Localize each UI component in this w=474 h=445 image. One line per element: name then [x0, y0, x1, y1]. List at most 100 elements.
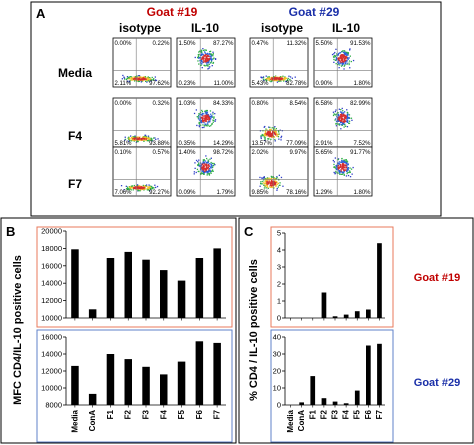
flow-event-dot [340, 65, 343, 67]
flow-event-dot [207, 113, 209, 115]
quadrant-ul-pct: 1.03% [179, 101, 197, 107]
flow-event-dot [268, 180, 270, 182]
flow-event-dot [340, 56, 342, 59]
flow-event-dot [131, 77, 133, 80]
flow-event-dot [273, 127, 275, 129]
flow-event-dot [281, 76, 283, 78]
flow-event-dot [200, 169, 202, 171]
flow-event-dot [345, 115, 347, 118]
flow-event-dot [211, 170, 213, 172]
flow-event-dot [204, 117, 206, 119]
y-tick-label: 14000 [41, 279, 62, 288]
flow-event-dot [345, 60, 347, 62]
flow-event-dot [343, 68, 345, 70]
flow-event-dot [212, 55, 214, 57]
flow-event-dot [127, 188, 130, 190]
flow-event-dot [341, 57, 344, 59]
flow-event-dot [340, 164, 342, 166]
flow-event-dot [214, 120, 216, 122]
flow-event-dot [203, 122, 205, 124]
flow-event-dot [337, 54, 339, 56]
flow-event-dot [144, 78, 146, 80]
flow-event-dot [273, 180, 275, 182]
flow-event-dot [198, 164, 200, 167]
flow-event-dot [287, 77, 289, 80]
flow-event-dot [207, 68, 209, 70]
flow-event-dot [153, 187, 155, 189]
flow-event-dot [201, 126, 203, 129]
flow-event-dot [140, 81, 142, 83]
flow-event-dot [207, 64, 209, 66]
flow-event-dot [142, 187, 144, 190]
flow-event-dot [147, 80, 150, 82]
flow-event-dot [206, 58, 208, 60]
flow-event-dot [133, 76, 135, 78]
flow-event-dot [275, 79, 277, 81]
x-tick-label-f6: F6 [364, 409, 373, 419]
flow-event-dot [341, 161, 344, 163]
flow-events [260, 75, 296, 83]
flow-event-dot [279, 184, 281, 186]
flow-event-dot [136, 186, 138, 188]
flow-event-dot [201, 166, 204, 169]
flow-event-dot [338, 108, 340, 110]
quadrant-ur-pct: 0.32% [152, 101, 170, 107]
flow-event-dot [350, 60, 352, 63]
flow-event-dot [138, 137, 140, 140]
flow-event-dot [201, 63, 203, 65]
flow-event-dot [260, 136, 262, 138]
flow-event-dot [148, 187, 150, 190]
flow-event-dot [347, 120, 349, 122]
flow-event-dot [207, 170, 209, 172]
bar-cona [88, 393, 97, 405]
flow-event-dot [205, 124, 207, 127]
flow-event-dot [275, 131, 277, 134]
flow-event-dot [268, 177, 270, 179]
flow-event-dot [198, 53, 200, 56]
flow-event-dot [339, 165, 341, 168]
flow-event-dot [203, 54, 205, 57]
flow-event-dot [343, 54, 345, 57]
flow-event-dot [204, 123, 206, 125]
flow-event-dot [268, 76, 270, 78]
flow-event-dot [350, 168, 353, 170]
flow-event-dot [200, 163, 203, 165]
flow-event-dot [273, 186, 275, 188]
flow-event-dot [209, 117, 211, 120]
flow-event-dot [131, 77, 133, 79]
flow-event-dot [198, 162, 200, 164]
flow-event-dot [197, 57, 199, 59]
quadrant-ll-pct: 5.81% [115, 141, 133, 147]
y-tick-label: 0 [277, 401, 281, 410]
flow-event-dot [262, 76, 265, 78]
flow-event-dot [339, 123, 341, 125]
flow-event-dot [346, 172, 348, 175]
quadrant-ur-pct: 84.33% [213, 101, 234, 107]
bar-chart-b-top: 10000 12000 14000 16000 18000 20000 [41, 227, 226, 323]
flow-event-dot [346, 165, 348, 167]
flow-event-dot [200, 54, 202, 57]
flow-event-dot [337, 64, 339, 66]
flow-event-dot [341, 158, 343, 160]
flow-event-dot [133, 186, 135, 189]
y-tick-label: 1 [277, 297, 281, 306]
flow-event-dot [271, 181, 273, 183]
flow-event-dot [150, 137, 152, 139]
bar-f5 [177, 361, 186, 405]
quadrant-ul-pct: 0.10% [115, 150, 133, 156]
flow-event-dot [269, 186, 271, 188]
quadrant-ur-pct: 91.77% [350, 150, 371, 156]
flow-event-dot [342, 120, 345, 122]
flow-event-dot [204, 170, 206, 173]
flow-event-dot [341, 119, 343, 121]
flow-event-dot [208, 160, 210, 162]
flow-event-dot [264, 177, 266, 180]
flow-event-dot [213, 117, 215, 119]
flow-event-dot [205, 164, 208, 167]
flow-event-dot [208, 67, 210, 69]
flow-event-dot [134, 136, 136, 138]
flow-event-dot [286, 79, 288, 82]
flow-event-dot [267, 132, 270, 135]
flow-event-dot [267, 76, 269, 78]
flow-event-dot [347, 53, 349, 55]
